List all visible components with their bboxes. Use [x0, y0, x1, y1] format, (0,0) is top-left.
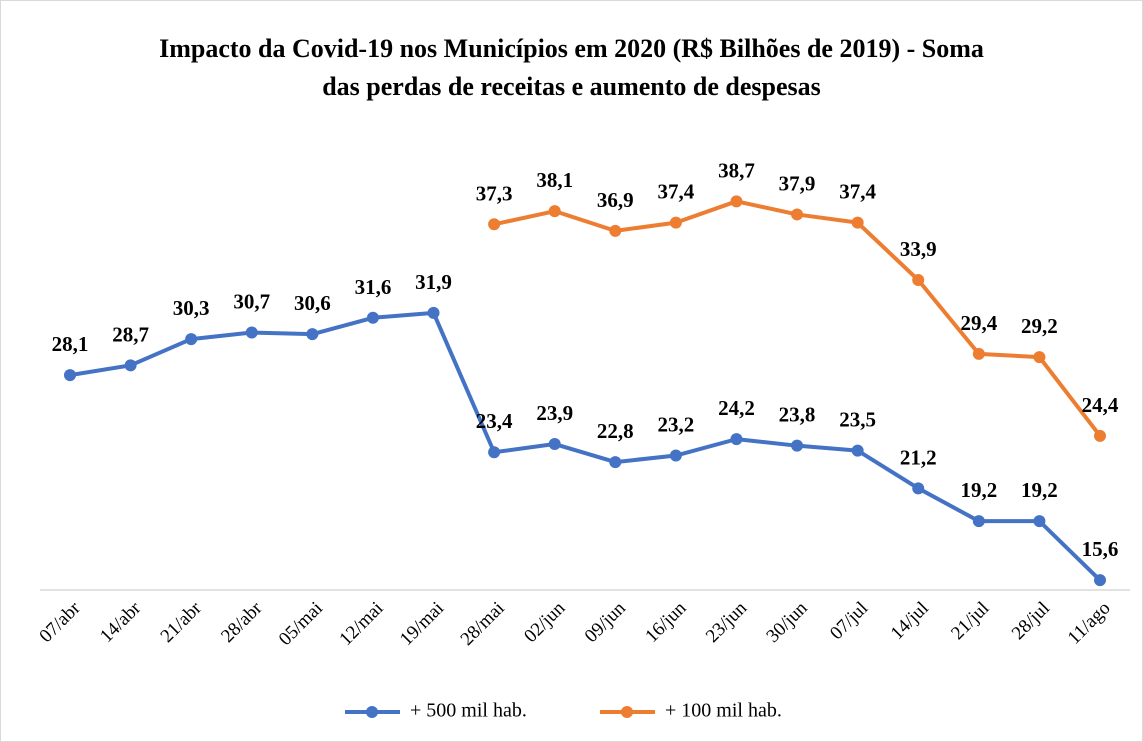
data-label: 37,4	[839, 180, 876, 204]
data-point	[1094, 574, 1106, 587]
data-point	[1094, 429, 1106, 442]
data-point	[548, 205, 561, 218]
data-label: 38,7	[718, 158, 755, 182]
data-point	[488, 446, 501, 459]
data-label: 23,5	[839, 408, 876, 432]
data-label: 24,2	[718, 396, 755, 420]
data-label: 24,4	[1082, 393, 1119, 417]
data-label: 19,2	[1021, 478, 1058, 502]
data-label: 30,7	[233, 290, 270, 314]
data-label: 38,1	[536, 168, 573, 192]
data-point	[609, 224, 622, 237]
data-point	[1033, 515, 1046, 528]
data-point	[306, 328, 319, 341]
data-label: 29,4	[960, 311, 997, 335]
data-point	[791, 439, 804, 452]
data-point	[669, 216, 682, 229]
legend-marker	[366, 706, 378, 718]
data-label: 15,6	[1082, 537, 1119, 561]
data-label: 31,9	[415, 270, 452, 294]
data-point	[669, 449, 682, 462]
data-point	[730, 195, 743, 208]
data-point	[851, 216, 864, 229]
data-label: 23,8	[779, 403, 816, 427]
data-point	[791, 208, 804, 221]
data-point	[730, 433, 743, 446]
series-line	[69, 310, 1102, 582]
data-label: 33,9	[900, 237, 937, 261]
data-point	[488, 218, 501, 231]
data-point	[366, 311, 379, 324]
data-label: 30,3	[173, 296, 210, 320]
legend-marker	[621, 706, 633, 718]
data-point	[124, 359, 137, 372]
data-point	[609, 456, 622, 469]
chart-title: Impacto da Covid-19 nos Municípios em 20…	[159, 34, 984, 101]
data-label: 23,2	[658, 413, 695, 437]
data-point	[912, 482, 925, 495]
data-label: 29,2	[1021, 314, 1058, 338]
data-label: 37,4	[658, 180, 695, 204]
data-label: 23,9	[536, 401, 573, 425]
data-point	[1033, 351, 1046, 364]
data-label: 37,9	[779, 171, 816, 195]
data-point	[972, 515, 985, 528]
data-point	[185, 333, 198, 346]
data-point	[972, 347, 985, 360]
legend-label: + 500 mil hab.	[410, 700, 527, 722]
data-label: 30,6	[294, 291, 331, 315]
legend-label: + 100 mil hab.	[665, 700, 782, 722]
data-point	[427, 306, 440, 319]
data-label: 28,1	[52, 332, 89, 356]
data-label: 28,7	[112, 322, 149, 346]
data-label: 21,2	[900, 445, 937, 469]
data-label: 22,8	[597, 419, 634, 443]
data-point	[245, 326, 258, 339]
data-label: 19,2	[960, 478, 997, 502]
data-point	[64, 369, 76, 382]
data-point	[912, 274, 925, 287]
data-label: 23,4	[476, 409, 513, 433]
data-point	[548, 438, 561, 451]
data-point	[851, 444, 864, 457]
data-label: 37,3	[476, 181, 513, 205]
data-label: 36,9	[597, 188, 634, 212]
data-label: 31,6	[355, 275, 392, 299]
